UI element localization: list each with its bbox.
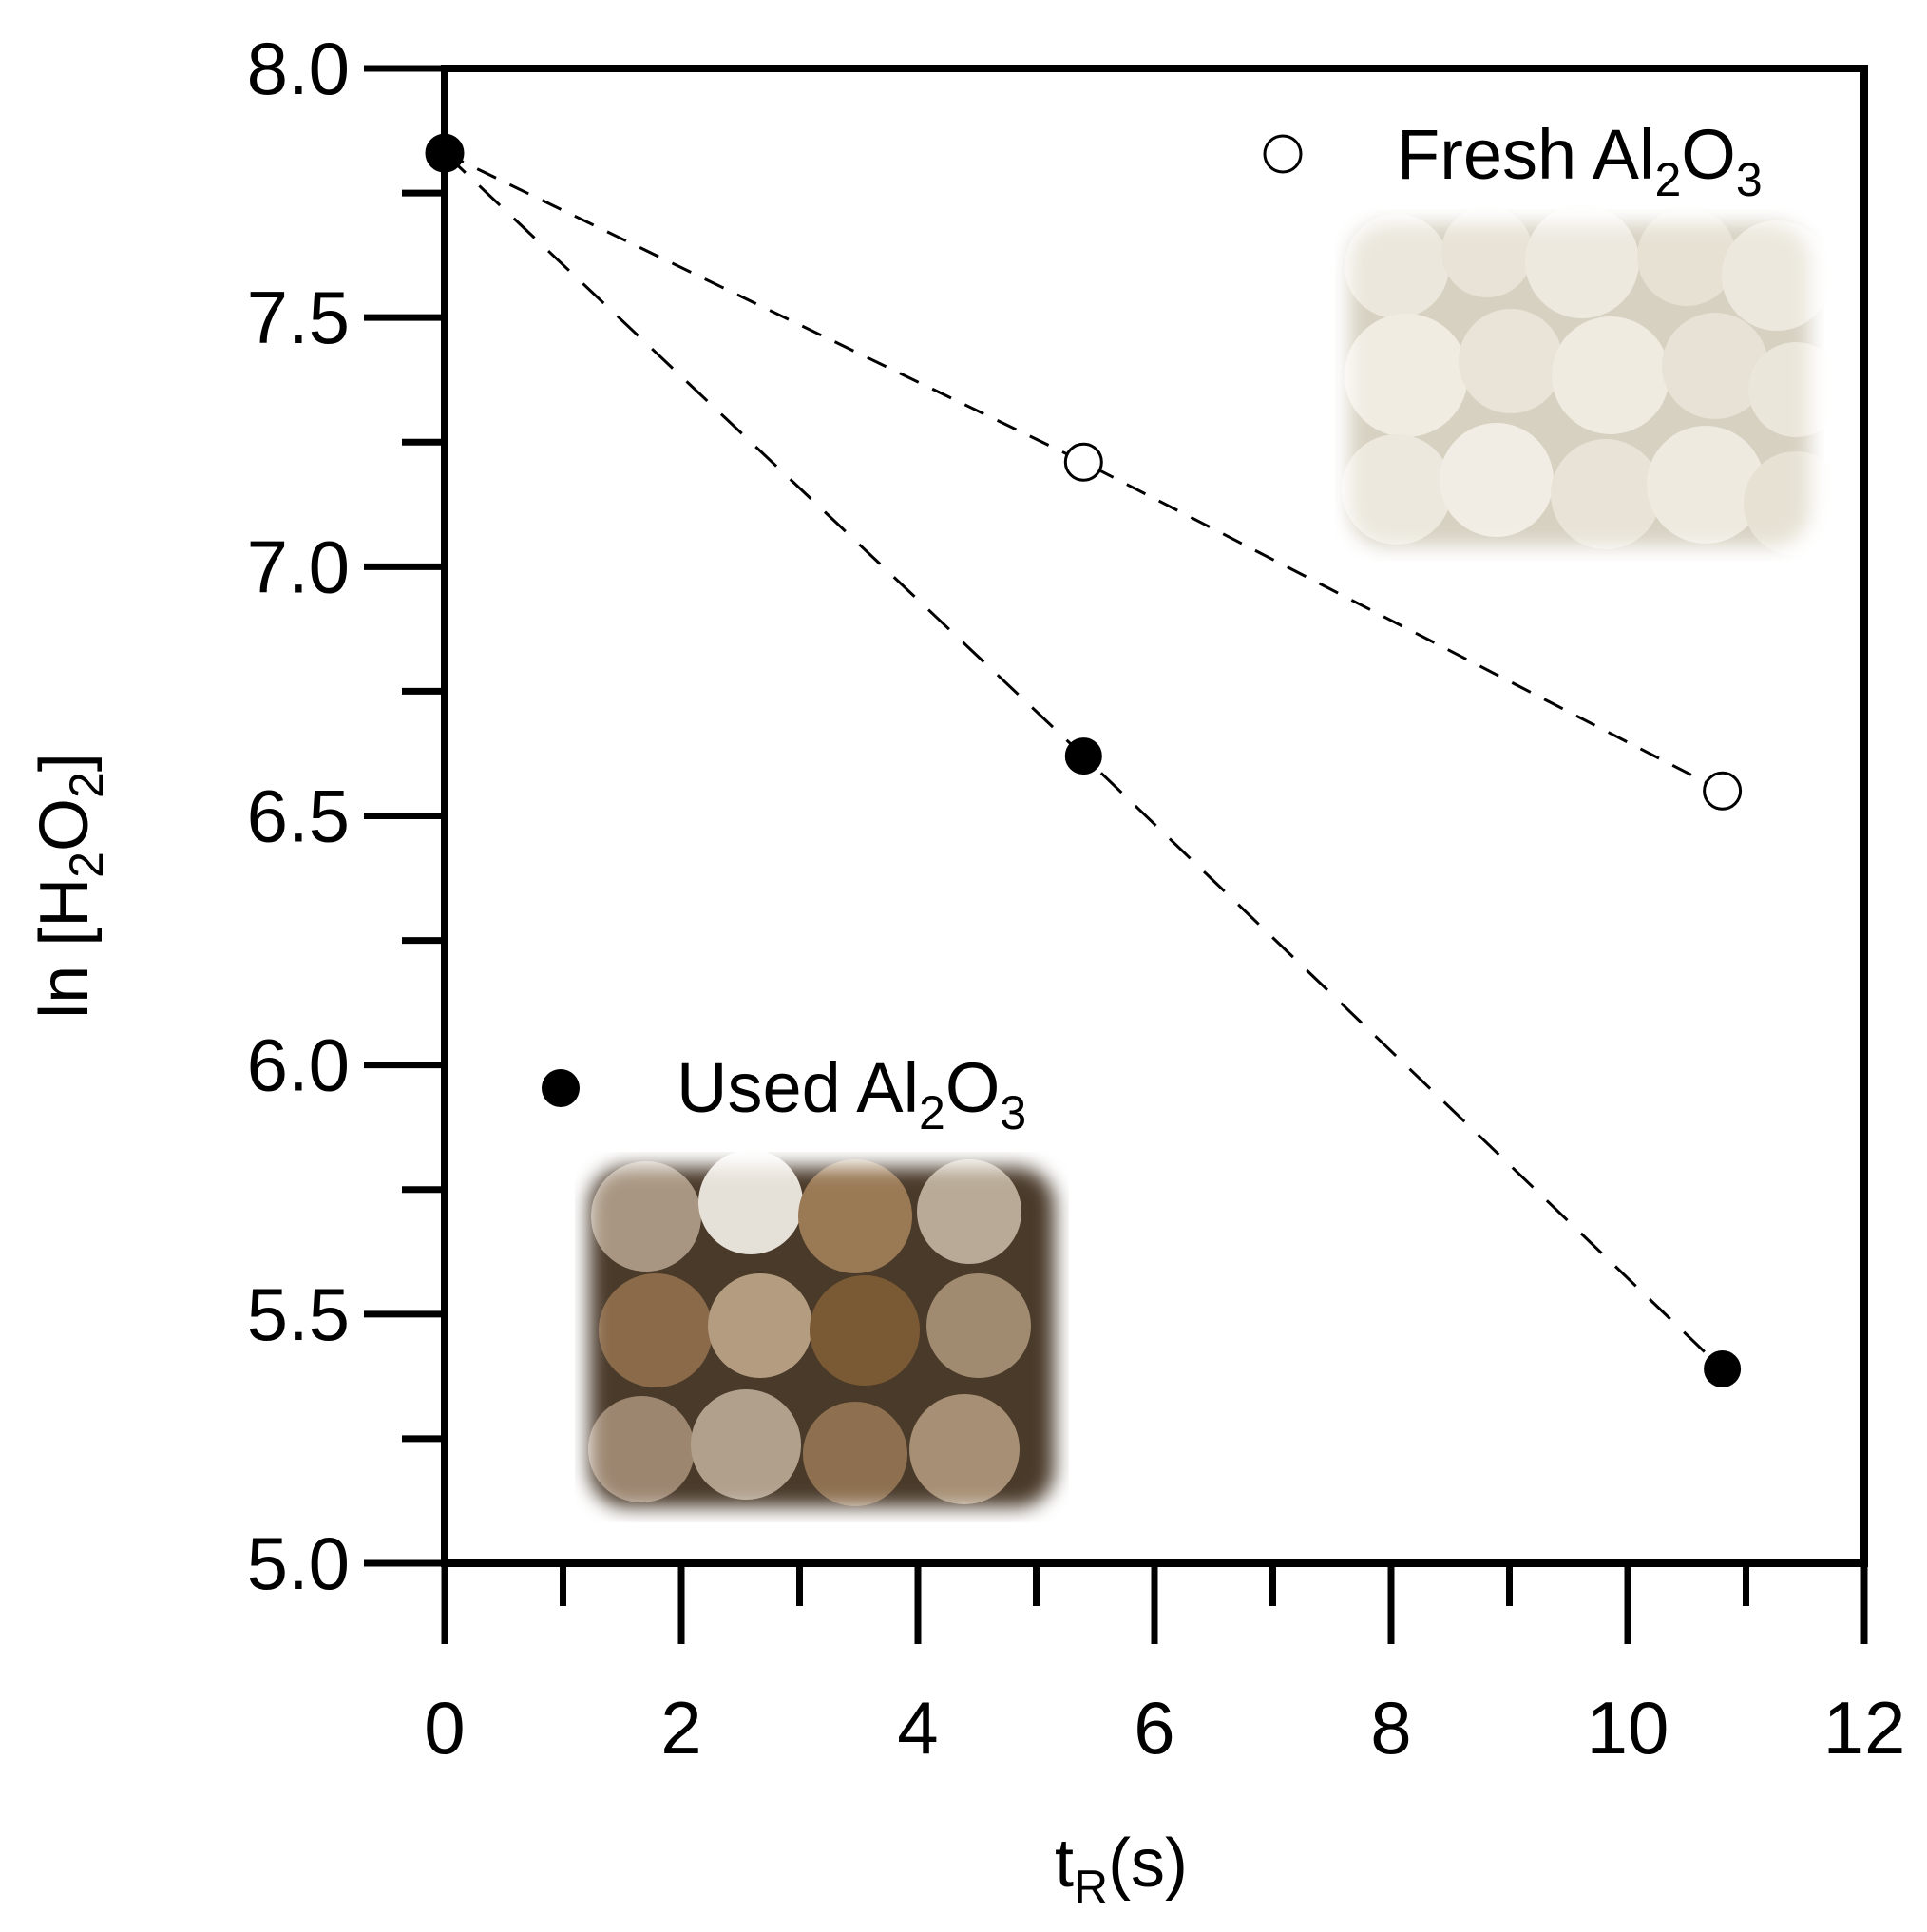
y-tick-label: 6.5: [247, 775, 350, 858]
y-tick-label: 8.0: [247, 27, 350, 110]
x-tick-label: 8: [1370, 1686, 1411, 1769]
fresh-fit-line: [444, 151, 1724, 793]
x-tick-label: 0: [424, 1686, 465, 1769]
x-tick-label: 10: [1587, 1686, 1669, 1769]
x-tick-label: 2: [660, 1686, 701, 1769]
data-points: [425, 133, 1743, 1388]
x-tick-label: 4: [897, 1686, 938, 1769]
x-tick-label: 6: [1134, 1686, 1174, 1769]
fresh-data-point: [1063, 442, 1103, 482]
x-axis-label: tR(s): [1055, 1826, 1188, 1914]
y-tick-label: 6.0: [247, 1023, 350, 1107]
used-data-point: [426, 134, 464, 172]
fresh-data-point: [1703, 771, 1743, 811]
used-alumina-photo: [575, 1150, 1069, 1522]
y-tick-label: 7.0: [247, 525, 350, 608]
x-tick-label: 12: [1823, 1686, 1906, 1769]
legend-fresh-marker: [1263, 134, 1303, 174]
y-tick-label: 7.5: [247, 276, 350, 359]
used-data-point: [1704, 1350, 1742, 1388]
fresh-alumina-photo: [1335, 204, 1848, 561]
y-tick-label: 5.0: [247, 1521, 350, 1605]
legend-used: Used Al2O3: [542, 1048, 1026, 1139]
used-data-point: [1064, 737, 1102, 775]
y-tick-label: 5.5: [247, 1272, 350, 1356]
axes: [364, 65, 1868, 1644]
y-axis-label: ln [H2O2]: [27, 753, 113, 1019]
legend-fresh: Fresh Al2O3: [1263, 115, 1763, 206]
legend-used-label: Used Al2O3: [677, 1048, 1026, 1139]
legend-used-marker: [542, 1069, 580, 1107]
tick-labels: 5.0 5.5 6.0 6.5 7.0 7.5 8.0 0 2 4 6 8 10 12: [247, 27, 1906, 1769]
legend-fresh-label: Fresh Al2O3: [1397, 115, 1763, 206]
